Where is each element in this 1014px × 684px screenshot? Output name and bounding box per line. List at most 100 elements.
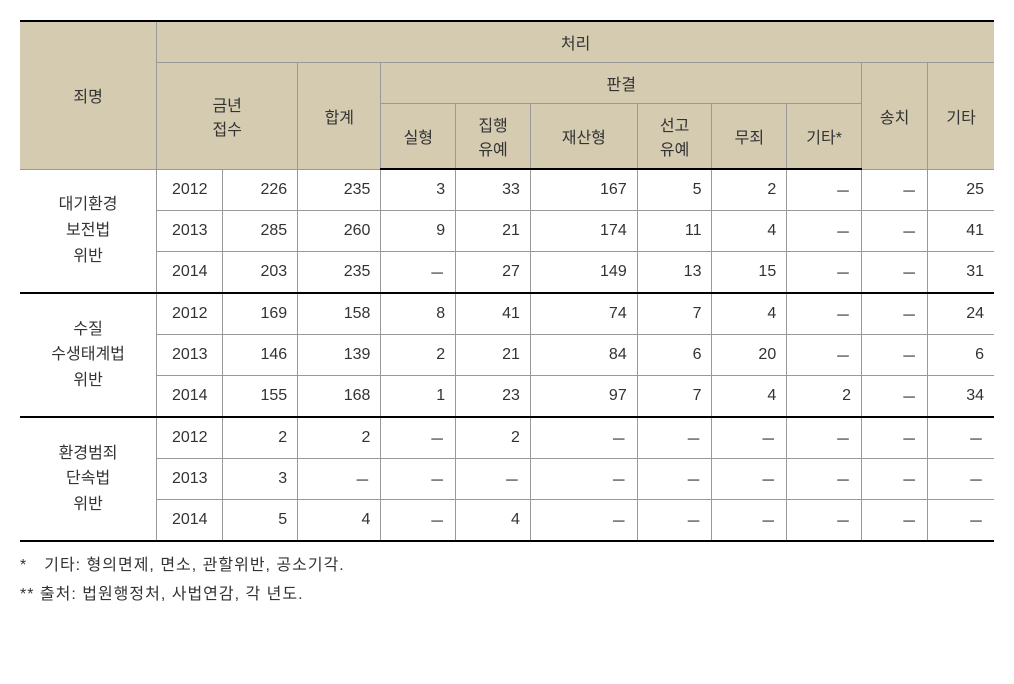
table-row: 수질수생태계법위반20121691588417474－－24 <box>20 293 994 335</box>
real-cell: － <box>381 252 456 294</box>
received-cell: 3 <box>223 459 298 500</box>
prop-cell: 84 <box>530 335 637 376</box>
header-crime-name: 죄명 <box>20 21 157 169</box>
header-suspended-l2: 유예 <box>478 142 507 159</box>
received-cell: 2 <box>223 417 298 459</box>
real-cell: － <box>381 459 456 500</box>
table-row: 대기환경보전법위반201222623533316752－－25 <box>20 169 994 211</box>
real-cell: － <box>381 500 456 542</box>
header-processing: 처리 <box>157 21 994 63</box>
etc-cell: 6 <box>928 335 994 376</box>
etc-cell: 24 <box>928 293 994 335</box>
header-received-label: 접수 <box>212 122 241 139</box>
ann-cell: － <box>637 500 712 542</box>
etcs-cell: － <box>787 169 862 211</box>
prop-cell: 74 <box>530 293 637 335</box>
footnote-1: * 기타: 형의면제, 면소, 관할위반, 공소기각. <box>20 552 994 581</box>
prop-cell: 167 <box>530 169 637 211</box>
footnotes: * 기타: 형의면제, 면소, 관할위반, 공소기각. ** 출처: 법원행정처… <box>20 552 994 610</box>
year-cell: 2013 <box>157 211 223 252</box>
acq-cell: 4 <box>712 376 787 418</box>
received-cell: 226 <box>223 169 298 211</box>
year-cell: 2014 <box>157 376 223 418</box>
table-header: 죄명 처리 금년 접수 합계 판결 송치 기타 실형 집행 유예 재산형 선고 … <box>20 21 994 169</box>
table-row: 20133－－－－－－－－－ <box>20 459 994 500</box>
trans-cell: － <box>861 252 927 294</box>
etc-cell: 31 <box>928 252 994 294</box>
year-cell: 2013 <box>157 335 223 376</box>
susp-cell: 23 <box>456 376 531 418</box>
total-cell: 2 <box>298 417 381 459</box>
year-cell: 2014 <box>157 252 223 294</box>
table-row: 환경범죄단속법위반201222－2－－－－－－ <box>20 417 994 459</box>
year-cell: 2012 <box>157 417 223 459</box>
acq-cell: 4 <box>712 293 787 335</box>
total-cell: 260 <box>298 211 381 252</box>
real-cell: 1 <box>381 376 456 418</box>
etcs-cell: － <box>787 500 862 542</box>
total-cell: 235 <box>298 169 381 211</box>
table-body: 대기환경보전법위반201222623533316752－－25201328526… <box>20 169 994 541</box>
trans-cell: － <box>861 376 927 418</box>
statistics-table: 죄명 처리 금년 접수 합계 판결 송치 기타 실형 집행 유예 재산형 선고 … <box>20 20 994 542</box>
etcs-cell: － <box>787 211 862 252</box>
header-current-received: 금년 접수 <box>157 63 298 170</box>
header-announce-l2: 유예 <box>660 142 689 159</box>
etc-cell: － <box>928 459 994 500</box>
total-cell: 235 <box>298 252 381 294</box>
crime-label-cell: 대기환경보전법위반 <box>20 169 157 293</box>
received-cell: 285 <box>223 211 298 252</box>
etc-cell: － <box>928 417 994 459</box>
trans-cell: － <box>861 459 927 500</box>
susp-cell: 27 <box>456 252 531 294</box>
susp-cell: － <box>456 459 531 500</box>
etc-cell: － <box>928 500 994 542</box>
etcs-cell: 2 <box>787 376 862 418</box>
header-total: 합계 <box>298 63 381 170</box>
etcs-cell: － <box>787 293 862 335</box>
prop-cell: － <box>530 417 637 459</box>
header-suspended-l1: 집행 <box>478 118 507 135</box>
ann-cell: 6 <box>637 335 712 376</box>
susp-cell: 33 <box>456 169 531 211</box>
table-row: 2014203235－271491315－－31 <box>20 252 994 294</box>
prop-cell: 97 <box>530 376 637 418</box>
year-cell: 2012 <box>157 169 223 211</box>
received-cell: 146 <box>223 335 298 376</box>
header-etc: 기타 <box>928 63 994 170</box>
year-cell: 2012 <box>157 293 223 335</box>
header-current-year-label: 금년 <box>212 98 241 115</box>
susp-cell: 2 <box>456 417 531 459</box>
susp-cell: 21 <box>456 335 531 376</box>
trans-cell: － <box>861 169 927 211</box>
crime-label-cell: 환경범죄단속법위반 <box>20 417 157 541</box>
prop-cell: 174 <box>530 211 637 252</box>
acq-cell: 4 <box>712 211 787 252</box>
real-cell: 8 <box>381 293 456 335</box>
ann-cell: 5 <box>637 169 712 211</box>
received-cell: 155 <box>223 376 298 418</box>
prop-cell: － <box>530 500 637 542</box>
acq-cell: － <box>712 417 787 459</box>
real-cell: － <box>381 417 456 459</box>
year-cell: 2013 <box>157 459 223 500</box>
header-property: 재산형 <box>530 104 637 170</box>
real-cell: 9 <box>381 211 456 252</box>
etc-cell: 34 <box>928 376 994 418</box>
header-suspended: 집행 유예 <box>456 104 531 170</box>
etcs-cell: － <box>787 252 862 294</box>
susp-cell: 41 <box>456 293 531 335</box>
acq-cell: 20 <box>712 335 787 376</box>
header-announce: 선고 유예 <box>637 104 712 170</box>
table-row: 201415516812397742－34 <box>20 376 994 418</box>
ann-cell: － <box>637 459 712 500</box>
ann-cell: 7 <box>637 293 712 335</box>
acq-cell: 15 <box>712 252 787 294</box>
acq-cell: － <box>712 500 787 542</box>
ann-cell: 7 <box>637 376 712 418</box>
susp-cell: 21 <box>456 211 531 252</box>
total-cell: 4 <box>298 500 381 542</box>
header-real: 실형 <box>381 104 456 170</box>
trans-cell: － <box>861 417 927 459</box>
total-cell: 158 <box>298 293 381 335</box>
